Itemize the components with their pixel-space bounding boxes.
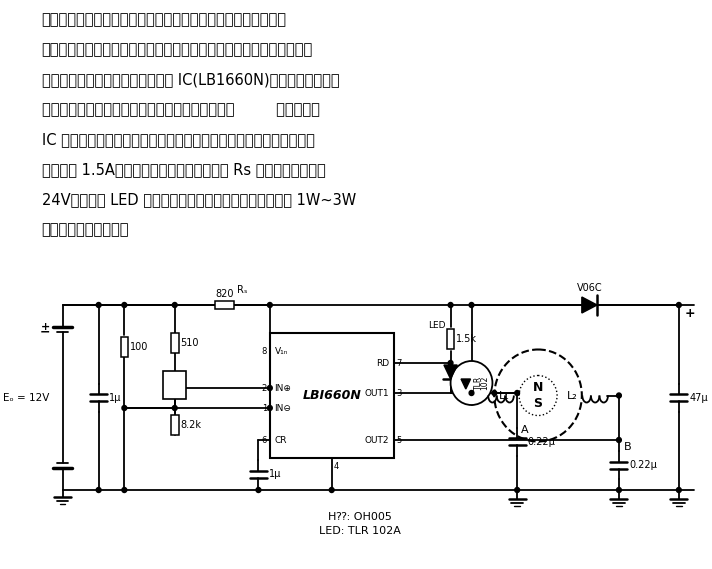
Text: 0.22μ: 0.22μ bbox=[629, 460, 657, 470]
Text: 的单相无换向器电机。: 的单相无换向器电机。 bbox=[41, 222, 129, 237]
Text: A: A bbox=[521, 424, 528, 435]
Circle shape bbox=[469, 390, 474, 395]
Text: Rₛ: Rₛ bbox=[236, 285, 247, 295]
Text: 8: 8 bbox=[261, 347, 267, 356]
Circle shape bbox=[96, 488, 101, 493]
Circle shape bbox=[617, 393, 622, 398]
Text: 因，很难产生稳定的转矩，转速脉动也大，但寿命长，所以在转速要求: 因，很难产生稳定的转矩，转速脉动也大，但寿命长，所以在转速要求 bbox=[41, 42, 313, 57]
Text: 单相无换向器电机构造简单，驱动电路也相应地简单，因结构原: 单相无换向器电机构造简单，驱动电路也相应地简单，因结构原 bbox=[41, 12, 287, 27]
Circle shape bbox=[519, 376, 557, 415]
Text: L₁: L₁ bbox=[498, 390, 509, 401]
Circle shape bbox=[330, 488, 334, 493]
Bar bbox=[171, 333, 179, 353]
Circle shape bbox=[449, 303, 453, 307]
Bar bbox=[215, 301, 234, 309]
Text: Hₒ: Hₒ bbox=[169, 380, 181, 390]
Text: 圈位置检测传感器的单相无换向器电机电路，如图         所示。专用: 圈位置检测传感器的单相无换向器电机电路，如图 所示。专用 bbox=[41, 102, 320, 117]
Polygon shape bbox=[582, 297, 597, 313]
Text: 1: 1 bbox=[262, 403, 267, 413]
Text: V₁ₙ: V₁ₙ bbox=[275, 347, 288, 356]
Bar bbox=[171, 415, 179, 435]
Text: TLR: TLR bbox=[474, 376, 483, 390]
Text: 0.22μ: 0.22μ bbox=[528, 436, 555, 447]
Text: Eₒ = 12V: Eₒ = 12V bbox=[3, 393, 49, 402]
Text: RD: RD bbox=[376, 358, 389, 368]
Text: L₂: L₂ bbox=[567, 390, 577, 401]
Circle shape bbox=[172, 303, 177, 307]
Polygon shape bbox=[444, 365, 457, 379]
Circle shape bbox=[515, 488, 520, 493]
Text: 1μ: 1μ bbox=[109, 393, 122, 402]
Circle shape bbox=[122, 488, 127, 493]
Text: +: + bbox=[41, 322, 50, 332]
Text: B: B bbox=[624, 442, 632, 452]
Circle shape bbox=[494, 349, 582, 442]
Circle shape bbox=[122, 303, 127, 307]
Circle shape bbox=[492, 390, 497, 395]
Circle shape bbox=[676, 488, 681, 493]
Text: 1.5k: 1.5k bbox=[456, 334, 477, 344]
Bar bbox=[163, 371, 186, 399]
Circle shape bbox=[676, 303, 681, 307]
Text: +: + bbox=[685, 307, 696, 320]
Text: OUT2: OUT2 bbox=[365, 435, 389, 444]
Text: 510: 510 bbox=[180, 338, 199, 348]
Text: IN⊕: IN⊕ bbox=[275, 384, 291, 393]
Bar bbox=[446, 329, 454, 349]
Circle shape bbox=[617, 488, 622, 493]
Circle shape bbox=[256, 488, 261, 493]
Circle shape bbox=[469, 303, 474, 307]
Text: 3: 3 bbox=[397, 389, 402, 398]
Text: 5: 5 bbox=[397, 435, 402, 444]
Bar bbox=[270, 333, 394, 458]
Text: 6: 6 bbox=[261, 435, 267, 444]
Polygon shape bbox=[461, 379, 471, 389]
Text: 4: 4 bbox=[334, 462, 339, 471]
Bar bbox=[120, 337, 128, 357]
Text: S: S bbox=[533, 397, 543, 410]
Circle shape bbox=[172, 406, 177, 410]
Text: IC 是为只用一个传感器的情形开发的，外接元件少，使用方便，其输: IC 是为只用一个传感器的情形开发的，外接元件少，使用方便，其输 bbox=[41, 132, 315, 147]
Circle shape bbox=[268, 386, 272, 390]
Text: LBI660N: LBI660N bbox=[303, 389, 361, 402]
Text: V06C: V06C bbox=[577, 283, 602, 293]
Text: 47μ: 47μ bbox=[689, 393, 708, 402]
Text: CR: CR bbox=[275, 435, 287, 444]
Text: 820: 820 bbox=[215, 289, 234, 299]
Text: LED: LED bbox=[429, 320, 446, 329]
Text: 102: 102 bbox=[480, 376, 489, 390]
Text: LED: TLR 102A: LED: TLR 102A bbox=[319, 526, 401, 536]
Circle shape bbox=[515, 390, 520, 395]
Text: 2: 2 bbox=[262, 384, 267, 393]
Circle shape bbox=[122, 406, 127, 410]
Text: 不高的情况下广泛使用。采用专用 IC(LB1660N)构成的具有一个线: 不高的情况下广泛使用。采用专用 IC(LB1660N)构成的具有一个线 bbox=[41, 72, 339, 87]
Circle shape bbox=[617, 438, 622, 443]
Text: OUT1: OUT1 bbox=[364, 389, 389, 398]
Text: −: − bbox=[40, 325, 50, 339]
Text: N: N bbox=[533, 381, 543, 394]
Text: H⁇: OH005: H⁇: OH005 bbox=[328, 512, 392, 522]
Circle shape bbox=[96, 303, 101, 307]
Text: IN⊖: IN⊖ bbox=[275, 403, 291, 413]
Text: 8.2k: 8.2k bbox=[180, 420, 201, 430]
Circle shape bbox=[268, 303, 272, 307]
Text: 24V。图中由 LED 指示电机的运行情况。该电路可以驱动 1W~3W: 24V。图中由 LED 指示电机的运行情况。该电路可以驱动 1W~3W bbox=[41, 192, 356, 207]
Text: 出容量为 1.5A，并且可以通过改变外接电阵 Rs 将电机电压升高到: 出容量为 1.5A，并且可以通过改变外接电阵 Rs 将电机电压升高到 bbox=[41, 162, 325, 177]
Circle shape bbox=[449, 361, 453, 365]
Text: 1μ: 1μ bbox=[269, 469, 281, 479]
Text: 100: 100 bbox=[130, 342, 148, 352]
Circle shape bbox=[451, 361, 493, 405]
Text: 7: 7 bbox=[397, 358, 402, 368]
Circle shape bbox=[268, 406, 272, 410]
